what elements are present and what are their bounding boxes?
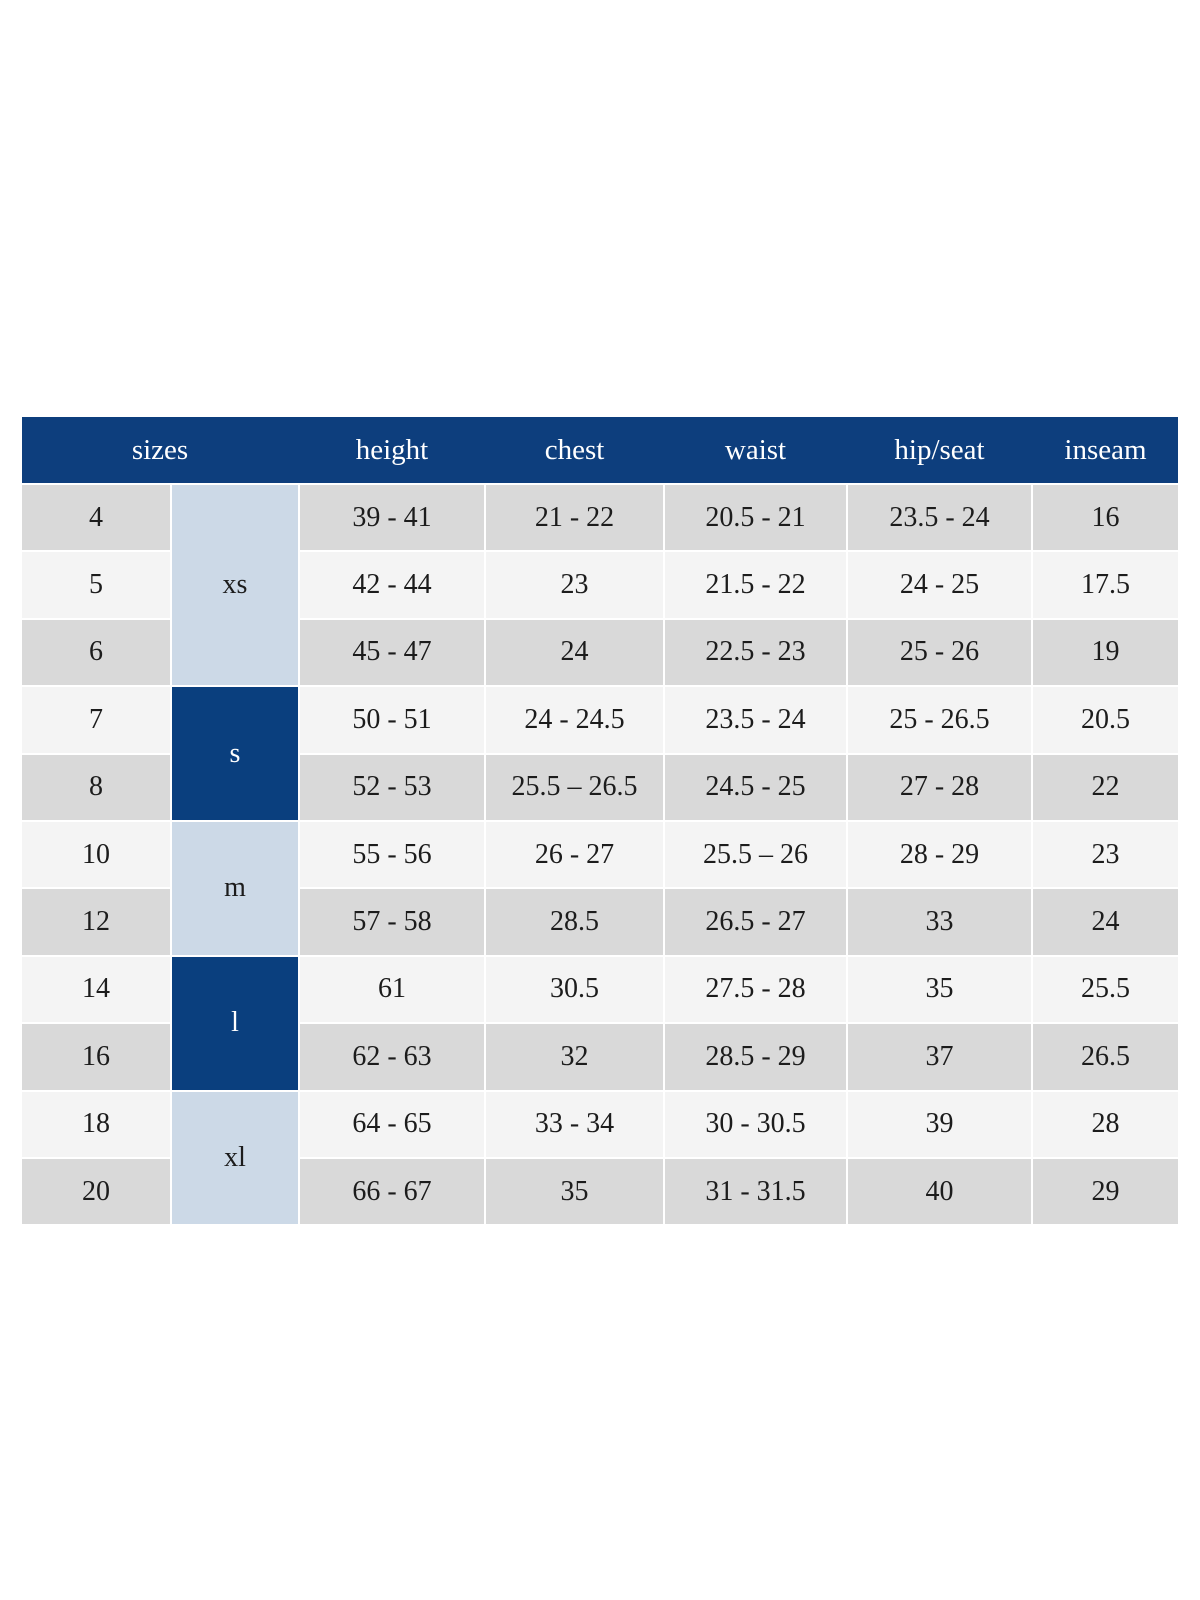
inseam-cell: 24: [1033, 889, 1178, 955]
size-cell: 4: [22, 485, 170, 551]
size-group-cell-s: s: [172, 687, 298, 820]
inseam-cell: 17.5: [1033, 552, 1178, 618]
inseam-cell: 16: [1033, 485, 1178, 551]
size-cell: 16: [22, 1024, 170, 1090]
chest-cell: 35: [486, 1158, 663, 1225]
inseam-cell: 25.5: [1033, 956, 1178, 1023]
hip-seat-cell: 24 - 25: [848, 552, 1031, 618]
inseam-cell: 19: [1033, 619, 1178, 686]
waist-cell: 22.5 - 23: [665, 619, 846, 686]
size-group-cell-m: m: [172, 821, 298, 955]
waist-cell: 31 - 31.5: [665, 1158, 846, 1225]
height-cell: 55 - 56: [300, 821, 484, 888]
size-cell: 7: [22, 687, 170, 753]
waist-cell: 25.5 – 26: [665, 821, 846, 888]
hip-seat-cell: 23.5 - 24: [848, 485, 1031, 551]
column-header-waist: waist: [724, 433, 787, 466]
waist-cell: 24.5 - 25: [665, 754, 846, 820]
size-cell: 6: [22, 619, 170, 686]
waist-cell: 23.5 - 24: [665, 687, 846, 753]
column-header-chest: chest: [544, 433, 605, 466]
inseam-cell: 20.5: [1033, 687, 1178, 753]
waist-cell: 27.5 - 28: [665, 956, 846, 1023]
chest-cell: 28.5: [486, 889, 663, 955]
height-cell: 61: [300, 956, 484, 1023]
chest-cell: 21 - 22: [486, 485, 663, 551]
column-header-sizes: sizes: [131, 433, 189, 466]
inseam-cell: 26.5: [1033, 1024, 1178, 1090]
size-group-cell-l: l: [172, 956, 298, 1090]
inseam-cell: 22: [1033, 754, 1178, 820]
height-cell: 50 - 51: [300, 687, 484, 753]
inseam-cell: 23: [1033, 821, 1178, 888]
hip-seat-cell: 33: [848, 889, 1031, 955]
size-cell: 20: [22, 1158, 170, 1225]
hip-seat-cell: 25 - 26: [848, 619, 1031, 686]
chest-cell: 32: [486, 1024, 663, 1090]
chest-cell: 24 - 24.5: [486, 687, 663, 753]
hip-seat-cell: 39: [848, 1091, 1031, 1157]
chest-cell: 24: [486, 619, 663, 686]
waist-cell: 26.5 - 27: [665, 889, 846, 955]
chest-cell: 23: [486, 552, 663, 618]
size-group-cell-xs: xs: [172, 485, 298, 686]
hip-seat-cell: 35: [848, 956, 1031, 1023]
height-cell: 52 - 53: [300, 754, 484, 820]
waist-cell: 30 - 30.5: [665, 1091, 846, 1157]
size-cell: 10: [22, 821, 170, 888]
size-group-cell-xl: xl: [172, 1091, 298, 1225]
waist-cell: 20.5 - 21: [665, 485, 846, 551]
height-cell: 42 - 44: [300, 552, 484, 618]
hip-seat-cell: 40: [848, 1158, 1031, 1225]
waist-cell: 28.5 - 29: [665, 1024, 846, 1090]
size-cell: 12: [22, 889, 170, 955]
inseam-cell: 29: [1033, 1158, 1178, 1225]
hip-seat-cell: 28 - 29: [848, 821, 1031, 888]
hip-seat-cell: 37: [848, 1024, 1031, 1090]
inseam-cell: 28: [1033, 1091, 1178, 1157]
height-cell: 64 - 65: [300, 1091, 484, 1157]
height-cell: 66 - 67: [300, 1158, 484, 1225]
table-body: xs s m l xl 4 39 - 41 21 - 22 20.5 - 21 …: [22, 485, 1178, 1225]
chest-cell: 33 - 34: [486, 1091, 663, 1157]
chest-cell: 25.5 – 26.5: [486, 754, 663, 820]
height-cell: 45 - 47: [300, 619, 484, 686]
size-cell: 5: [22, 552, 170, 618]
chest-cell: 26 - 27: [486, 821, 663, 888]
height-cell: 62 - 63: [300, 1024, 484, 1090]
size-cell: 8: [22, 754, 170, 820]
size-chart-table: sizes height chest waist hip/seat inseam…: [22, 417, 1178, 1225]
column-header-hip-seat: hip/seat: [894, 433, 985, 466]
hip-seat-cell: 27 - 28: [848, 754, 1031, 820]
column-header-inseam: inseam: [1064, 433, 1147, 466]
column-header-height: height: [355, 433, 429, 466]
waist-cell: 21.5 - 22: [665, 552, 846, 618]
table-header-row: sizes height chest waist hip/seat inseam: [22, 417, 1178, 483]
chest-cell: 30.5: [486, 956, 663, 1023]
hip-seat-cell: 25 - 26.5: [848, 687, 1031, 753]
height-cell: 57 - 58: [300, 889, 484, 955]
size-cell: 18: [22, 1091, 170, 1157]
size-cell: 14: [22, 956, 170, 1023]
height-cell: 39 - 41: [300, 485, 484, 551]
